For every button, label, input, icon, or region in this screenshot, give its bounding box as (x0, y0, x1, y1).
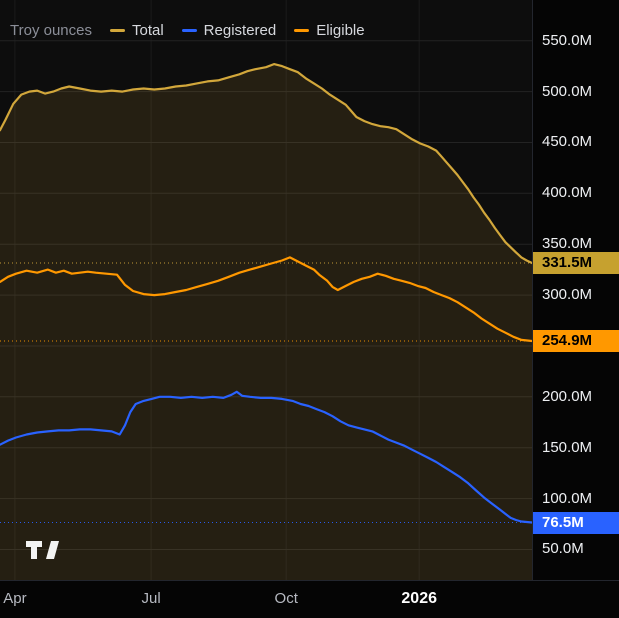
legend-label-total: Total (131, 22, 164, 39)
total-line-swatch (109, 29, 125, 32)
registered-last-value-badge: 76.5M (533, 511, 619, 534)
eligible-line-swatch (294, 29, 310, 32)
y-tick-label: 550.0M (542, 31, 593, 49)
y-tick-label: 200.0M (542, 387, 593, 405)
y-tick-label: 100.0M (542, 489, 593, 507)
registered-line-swatch (181, 29, 197, 32)
y-tick-label: 500.0M (542, 82, 593, 100)
y-axis[interactable]: 550.0M 500.0M 450.0M 400.0M 350.0M 300.0M 200.… (532, 0, 619, 580)
total-last-value-badge: 331.5M (533, 252, 619, 275)
x-axis[interactable]: Apr Jul Oct 2026 (0, 580, 619, 618)
legend-title: Troy ounces (10, 22, 92, 39)
y-tick-label: 450.0M (542, 133, 593, 151)
y-tick-label: 300.0M (542, 286, 593, 304)
legend-label-registered: Registered (203, 22, 277, 39)
x-tick-label: Jul (141, 590, 161, 607)
legend-item-registered[interactable]: Registered (181, 22, 277, 39)
y-tick-label: 350.0M (542, 235, 593, 253)
legend-item-total[interactable]: Total (109, 22, 164, 39)
eligible-last-value-badge: 254.9M (533, 329, 619, 352)
x-tick-label: 2026 (401, 590, 437, 607)
chart-canvas[interactable] (0, 0, 532, 580)
x-tick-label: Oct (274, 590, 298, 607)
tradingview-logo-icon (26, 541, 59, 559)
legend-item-eligible[interactable]: Eligible (294, 22, 365, 39)
y-tick-label: 400.0M (542, 184, 593, 202)
legend: Troy ounces Total Registered Eligible (10, 22, 365, 39)
y-tick-label: 50.0M (542, 540, 584, 558)
chart-plot-area[interactable]: Troy ounces Total Registered Eligible (0, 0, 532, 580)
legend-label-eligible: Eligible (316, 22, 365, 39)
y-tick-label: 150.0M (542, 438, 593, 456)
x-tick-label: Apr (3, 590, 27, 607)
